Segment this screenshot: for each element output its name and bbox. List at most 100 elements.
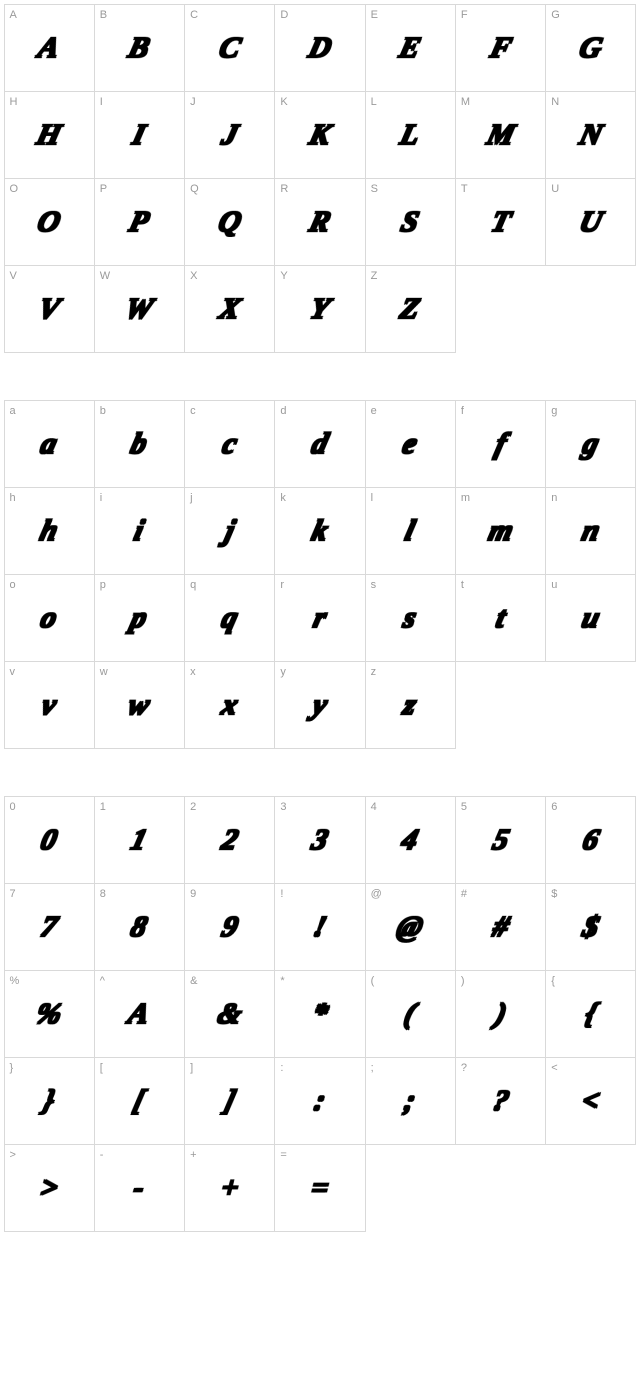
glyph-label: : bbox=[280, 1062, 283, 1074]
glyph-cell: )) bbox=[455, 970, 546, 1058]
glyph-display: Y bbox=[307, 292, 334, 326]
glyph-display: ? bbox=[489, 1084, 512, 1118]
glyph-label: e bbox=[371, 405, 377, 417]
glyph-label: F bbox=[461, 9, 468, 21]
glyph-cell: II bbox=[94, 91, 185, 179]
glyph-cell: >> bbox=[4, 1144, 95, 1232]
glyph-display: } bbox=[40, 1084, 59, 1118]
glyph-cell: ee bbox=[365, 400, 456, 488]
glyph-label: ; bbox=[371, 1062, 374, 1074]
glyph-cell: NN bbox=[545, 91, 636, 179]
glyph-cell: ]] bbox=[184, 1057, 275, 1145]
glyph-display: A bbox=[125, 997, 153, 1031]
glyph-label: f bbox=[461, 405, 464, 417]
glyph-display: R bbox=[306, 205, 334, 239]
glyph-label: 3 bbox=[280, 801, 286, 813]
glyph-label: T bbox=[461, 183, 468, 195]
glyph-label: M bbox=[461, 96, 470, 108]
glyph-display: C bbox=[215, 31, 243, 65]
glyph-cell: (( bbox=[365, 970, 456, 1058]
glyph-label: = bbox=[280, 1149, 286, 1161]
glyph-cell: xx bbox=[184, 661, 275, 749]
glyph-cell: 77 bbox=[4, 883, 95, 971]
glyph-display: { bbox=[581, 997, 600, 1031]
glyph-label: & bbox=[190, 975, 197, 987]
glyph-display: ! bbox=[310, 910, 330, 944]
glyph-label: S bbox=[371, 183, 378, 195]
glyph-display: k bbox=[308, 514, 331, 548]
glyph-cell: ;; bbox=[365, 1057, 456, 1145]
glyph-cell: ll bbox=[365, 487, 456, 575]
glyph-cell: AA bbox=[4, 4, 95, 92]
glyph-display: j bbox=[221, 514, 238, 548]
glyph-label: o bbox=[10, 579, 16, 591]
glyph-cell: vv bbox=[4, 661, 95, 749]
glyph-display: N bbox=[576, 118, 606, 152]
glyph-display: 7 bbox=[37, 910, 60, 944]
glyph-display: y bbox=[309, 688, 331, 722]
glyph-cell: YY bbox=[274, 265, 365, 353]
glyph-label: I bbox=[100, 96, 103, 108]
glyph-display: T bbox=[487, 205, 514, 239]
glyph-label: k bbox=[280, 492, 286, 504]
character-map: AABBCCDDEEFFGGHHIIJJKKLLMMNNOOPPQQRRSSTT… bbox=[4, 4, 636, 1231]
glyph-cell: RR bbox=[274, 178, 365, 266]
glyph-label: W bbox=[100, 270, 110, 282]
glyph-label: P bbox=[100, 183, 107, 195]
glyph-label: ] bbox=[190, 1062, 193, 1074]
glyph-label: U bbox=[551, 183, 559, 195]
glyph-cell: -- bbox=[94, 1144, 185, 1232]
glyph-label: L bbox=[371, 96, 377, 108]
glyph-display: A bbox=[35, 31, 63, 65]
glyph-display: O bbox=[34, 205, 64, 239]
glyph-cell: ww bbox=[94, 661, 185, 749]
glyph-cell: LL bbox=[365, 91, 456, 179]
glyph-cell: @@ bbox=[365, 883, 456, 971]
glyph-display: < bbox=[578, 1084, 604, 1118]
glyph-display: 9 bbox=[218, 910, 241, 944]
glyph-cell: TT bbox=[455, 178, 546, 266]
glyph-label: y bbox=[280, 666, 286, 678]
glyph-display: i bbox=[131, 514, 148, 548]
glyph-cell: $$ bbox=[545, 883, 636, 971]
glyph-label: t bbox=[461, 579, 464, 591]
glyph-cell: ** bbox=[274, 970, 365, 1058]
glyph-display: m bbox=[485, 514, 517, 548]
glyph-cell: zz bbox=[365, 661, 456, 749]
glyph-display: L bbox=[397, 118, 424, 152]
glyph-label: 6 bbox=[551, 801, 557, 813]
glyph-cell: 44 bbox=[365, 796, 456, 884]
glyph-display: r bbox=[310, 601, 330, 635]
glyph-display: n bbox=[578, 514, 603, 548]
glyph-label: [ bbox=[100, 1062, 103, 1074]
glyph-label: @ bbox=[371, 888, 382, 900]
glyph-cell: cc bbox=[184, 400, 275, 488]
glyph-label: j bbox=[190, 492, 192, 504]
glyph-display: 1 bbox=[128, 823, 151, 857]
glyph-cell: << bbox=[545, 1057, 636, 1145]
glyph-cell: && bbox=[184, 970, 275, 1058]
glyph-cell: nn bbox=[545, 487, 636, 575]
glyph-cell: ?? bbox=[455, 1057, 546, 1145]
glyph-display: v bbox=[38, 688, 60, 722]
glyph-label: ( bbox=[371, 975, 375, 987]
glyph-label: < bbox=[551, 1062, 557, 1074]
glyph-cell: ii bbox=[94, 487, 185, 575]
glyph-display: s bbox=[400, 601, 420, 635]
glyph-display: P bbox=[126, 205, 153, 239]
glyph-label: $ bbox=[551, 888, 557, 900]
glyph-cell: oo bbox=[4, 574, 95, 662]
glyph-cell: QQ bbox=[184, 178, 275, 266]
glyph-display: 6 bbox=[579, 823, 602, 857]
empty-cell bbox=[545, 265, 636, 353]
glyph-display: 4 bbox=[399, 823, 422, 857]
glyph-cell: !! bbox=[274, 883, 365, 971]
glyph-display: ( bbox=[401, 997, 419, 1031]
glyph-display: K bbox=[306, 118, 334, 152]
glyph-label: 2 bbox=[190, 801, 196, 813]
glyph-display: $ bbox=[579, 910, 602, 944]
glyph-cell: PP bbox=[94, 178, 185, 266]
glyph-cell: ++ bbox=[184, 1144, 275, 1232]
glyph-label: 1 bbox=[100, 801, 106, 813]
glyph-label: 9 bbox=[190, 888, 196, 900]
